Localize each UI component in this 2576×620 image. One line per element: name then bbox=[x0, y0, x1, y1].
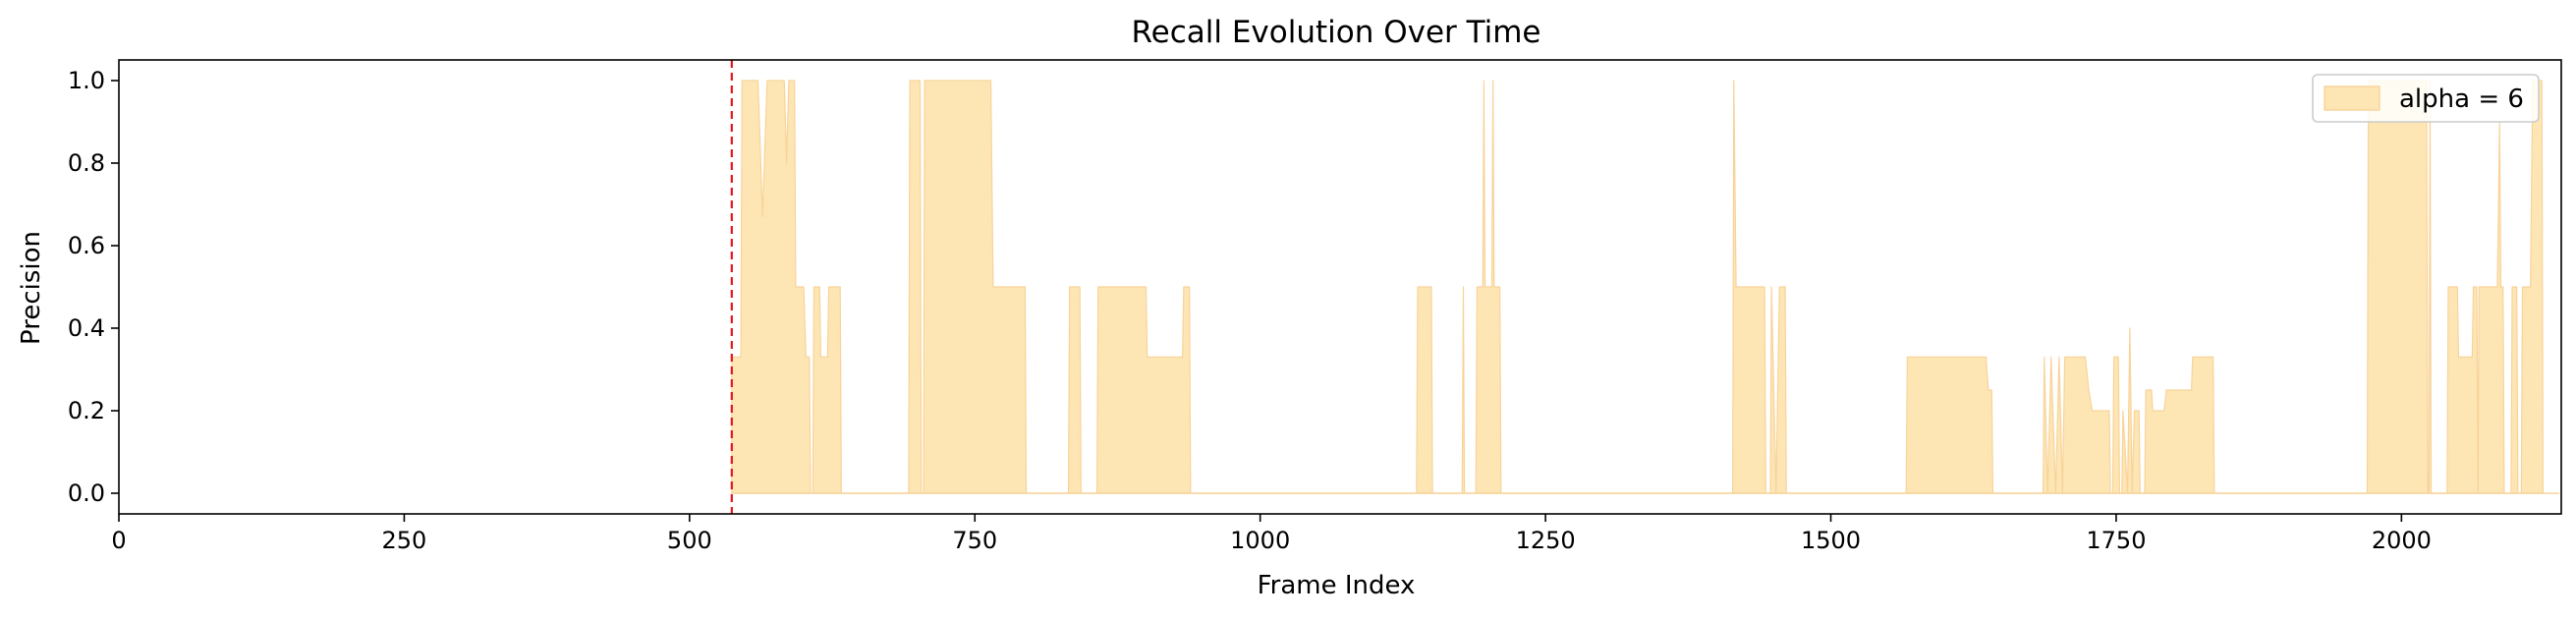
x-tick-label: 0 bbox=[111, 527, 126, 554]
legend-swatch bbox=[2324, 85, 2380, 111]
y-tick-label: 0.8 bbox=[68, 149, 105, 177]
x-axis-label: Frame Index bbox=[1258, 571, 1416, 600]
x-tick-label: 2000 bbox=[2372, 527, 2432, 554]
x-tick-label: 750 bbox=[952, 527, 997, 554]
y-tick-label: 0.4 bbox=[68, 314, 105, 342]
chart-title: Recall Evolution Over Time bbox=[1131, 15, 1540, 50]
y-tick-label: 0.6 bbox=[68, 232, 105, 259]
x-tick-label: 250 bbox=[382, 527, 427, 554]
axes-frame bbox=[118, 59, 2562, 515]
legend-label: alpha = 6 bbox=[2399, 85, 2524, 114]
series-areas bbox=[731, 80, 2559, 494]
x-tick-label: 1000 bbox=[1230, 527, 1290, 554]
y-axis-label: Precision bbox=[17, 231, 46, 345]
legend: alpha = 6 bbox=[2312, 74, 2540, 123]
y-tick-label: 0.0 bbox=[68, 479, 105, 507]
y-tick-label: 0.2 bbox=[68, 397, 105, 424]
plot-area bbox=[118, 59, 2562, 515]
y-axis-ticks: 0.0 0.2 0.4 0.6 0.8 1.0 bbox=[68, 67, 119, 507]
series-area-0 bbox=[731, 80, 2545, 494]
x-axis-ticks: 0 250 500 750 1000 1250 1500 1750 2000 bbox=[111, 514, 2432, 554]
x-tick-label: 500 bbox=[667, 527, 712, 554]
x-tick-label: 1750 bbox=[2086, 527, 2146, 554]
x-tick-label: 1250 bbox=[1516, 527, 1576, 554]
y-tick-label: 1.0 bbox=[68, 67, 105, 94]
x-tick-label: 1500 bbox=[1801, 527, 1861, 554]
